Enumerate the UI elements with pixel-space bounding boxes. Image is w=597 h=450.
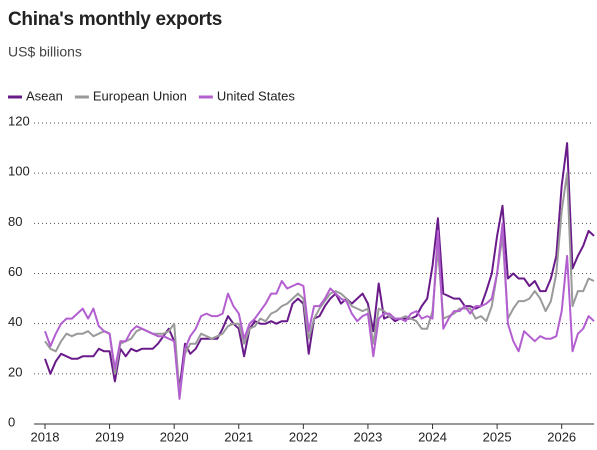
x-tick-label: 2024 xyxy=(418,429,447,444)
legend-label: European Union xyxy=(93,88,187,103)
x-tick-label: 2019 xyxy=(95,429,124,444)
x-tick-label: 2026 xyxy=(547,429,576,444)
x-tick-label: 2025 xyxy=(483,429,512,444)
x-tick-label: 2021 xyxy=(224,429,253,444)
x-tick-label: 2018 xyxy=(31,429,60,444)
y-tick-label: 40 xyxy=(8,314,22,329)
legend-label: Asean xyxy=(26,88,63,103)
y-tick-label: 20 xyxy=(8,364,22,379)
series-line xyxy=(44,172,595,395)
y-tick-label: 120 xyxy=(8,113,30,128)
series-line xyxy=(44,142,595,390)
y-tick-label: 100 xyxy=(8,164,30,179)
series-line xyxy=(44,222,595,400)
x-tick-label: 2023 xyxy=(353,429,382,444)
x-tick-label: 2020 xyxy=(160,429,189,444)
legend-label: United States xyxy=(217,88,296,103)
chart-subtitle: US$ billions xyxy=(8,44,82,60)
y-tick-label: 0 xyxy=(8,414,15,429)
x-tick-label: 2022 xyxy=(289,429,318,444)
y-tick-label: 60 xyxy=(8,264,22,279)
y-tick-label: 80 xyxy=(8,214,22,229)
chart-title: China's monthly exports xyxy=(8,9,222,30)
